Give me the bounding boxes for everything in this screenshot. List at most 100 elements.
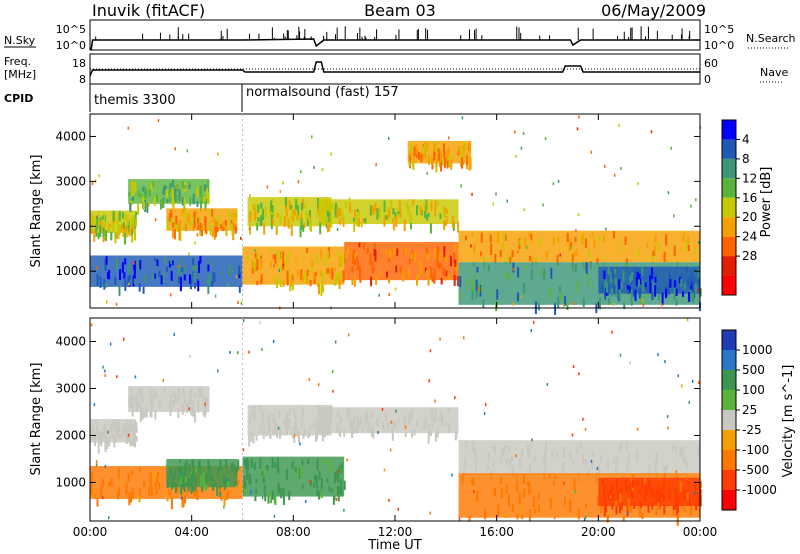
power-speckle <box>130 219 133 231</box>
power-speckle <box>388 278 391 284</box>
velocity-speckle <box>497 503 500 516</box>
velocity-scatter <box>429 349 432 353</box>
velocity-speckle <box>288 418 291 423</box>
velocity-speckle <box>686 492 689 500</box>
velocity-speckle <box>141 408 144 420</box>
velocity-speckle <box>584 503 587 509</box>
power-speckle <box>312 272 315 280</box>
power-scatter <box>254 249 256 253</box>
power-speckle <box>638 273 641 285</box>
power-scatter <box>375 163 377 167</box>
power-speckle <box>158 270 161 278</box>
velocity-speckle <box>476 491 479 502</box>
velocity-speckle <box>601 479 604 488</box>
velocity-speckle <box>644 478 647 491</box>
power-speckle <box>232 223 235 235</box>
power-speckle <box>598 297 601 310</box>
velocity-speckle <box>548 473 551 479</box>
power-speckle <box>334 277 337 286</box>
power-scatter <box>460 184 462 188</box>
power-scatter <box>235 213 238 217</box>
velocity-speckle <box>592 451 595 457</box>
power-speckle <box>104 282 107 288</box>
velocity-speckle <box>316 489 319 496</box>
power-speckle <box>103 212 106 224</box>
power-speckle <box>683 283 686 290</box>
power-scatter <box>612 303 615 307</box>
power-speckle <box>275 226 278 235</box>
power-speckle <box>512 262 515 273</box>
power-speckle <box>663 251 666 262</box>
power-speckle <box>466 155 469 166</box>
power-speckle <box>256 222 259 231</box>
power-speckle <box>427 212 430 217</box>
power-speckle <box>353 274 356 287</box>
power-speckle <box>290 214 293 221</box>
power-speckle <box>288 273 291 279</box>
power-speckle <box>118 210 121 222</box>
power-speckle <box>629 275 632 283</box>
power-scatter <box>444 277 447 281</box>
velocity-speckle <box>529 443 532 448</box>
velocity-speckle <box>279 427 282 436</box>
power-speckle <box>305 210 308 219</box>
velocity-speckle <box>132 439 135 447</box>
power-speckle <box>300 269 303 281</box>
velocity-speckle <box>131 441 134 447</box>
power-speckle <box>285 255 288 268</box>
power-speckle <box>257 204 260 213</box>
power-speckle <box>271 198 274 203</box>
power-speckle <box>479 284 482 297</box>
power-speckle <box>371 205 374 214</box>
power-speckle <box>409 151 412 157</box>
colorbar-tick-label: 100 <box>742 383 765 397</box>
velocity-speckle <box>131 405 134 417</box>
velocity-speckle <box>688 495 691 506</box>
velocity-scatter <box>109 342 112 346</box>
power-speckle <box>624 236 627 246</box>
velocity-speckle <box>125 435 128 444</box>
velocity-scatter <box>675 470 678 474</box>
velocity-speckle <box>116 421 119 429</box>
velocity-speckle <box>492 444 495 451</box>
velocity-speckle <box>100 484 103 491</box>
power-speckle <box>300 212 303 221</box>
power-speckle <box>607 285 610 296</box>
power-speckle <box>580 236 583 243</box>
power-speckle <box>132 215 135 228</box>
velocity-speckle <box>663 473 666 482</box>
power-speckle <box>128 227 131 237</box>
power-speckle <box>326 268 329 274</box>
velocity-speckle <box>216 487 219 496</box>
velocity-speckle <box>696 492 699 498</box>
power-speckle <box>164 256 167 266</box>
power-speckle <box>302 224 305 232</box>
velocity-speckle <box>662 481 665 489</box>
velocity-speckle <box>261 471 264 477</box>
power-speckle <box>374 202 377 212</box>
power-scatter <box>613 173 616 177</box>
power-speckle <box>251 260 254 270</box>
velocity-speckle <box>552 480 555 486</box>
power-speckle <box>630 278 633 285</box>
velocity-speckle <box>271 490 274 500</box>
power-speckle <box>289 281 292 292</box>
power-speckle <box>410 253 413 260</box>
power-speckle <box>378 206 381 218</box>
power-speckle <box>223 223 226 228</box>
velocity-speckle <box>569 502 572 513</box>
velocity-speckle <box>573 478 576 491</box>
power-speckle <box>637 249 640 257</box>
power-speckle <box>196 200 199 207</box>
power-scatter <box>174 147 176 151</box>
velocity-speckle <box>503 513 506 518</box>
power-scatter <box>115 302 118 306</box>
velocity-speckle <box>682 445 685 454</box>
power-speckle <box>426 213 429 221</box>
velocity-speckle <box>156 477 159 484</box>
power-speckle <box>171 200 174 206</box>
velocity-scatter <box>572 365 575 369</box>
power-speckle <box>183 221 186 232</box>
velocity-speckle <box>437 430 440 436</box>
velocity-speckle <box>180 491 183 500</box>
